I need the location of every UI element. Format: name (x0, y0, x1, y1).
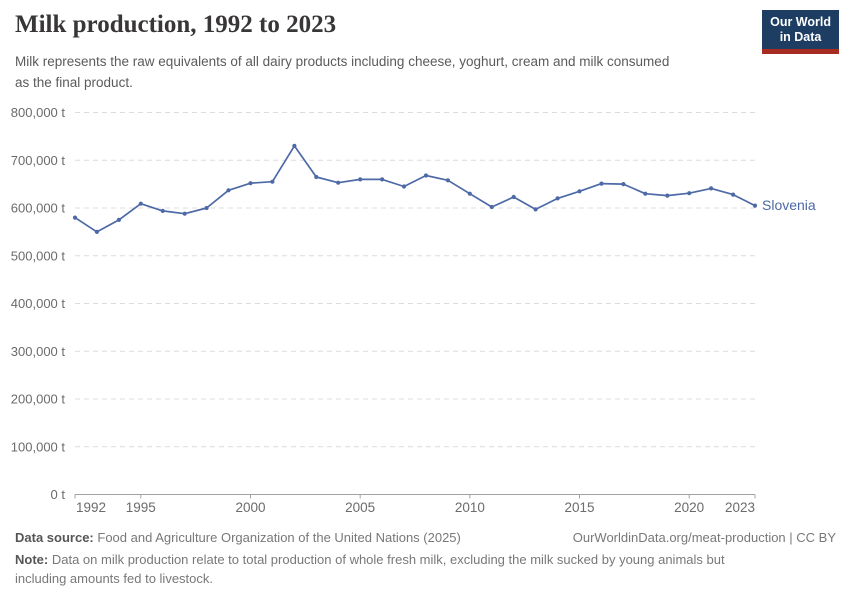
data-source-line: Data source: Food and Agriculture Organi… (15, 529, 461, 548)
x-axis-label: 2005 (345, 500, 375, 515)
data-point (489, 204, 494, 210)
y-axis-label: 200,000 t (11, 392, 66, 407)
data-point (621, 182, 626, 187)
data-point (731, 192, 736, 197)
chart-footer: Data source: Food and Agriculture Organi… (15, 529, 836, 589)
attribution-link[interactable]: OurWorldinData.org/meat-production | CC … (572, 530, 836, 545)
y-axis-label: 500,000 t (11, 248, 66, 263)
chart-subtitle-line2: as the final product. (15, 74, 133, 90)
data-point (116, 217, 121, 222)
data-point (226, 188, 231, 193)
y-axis-label: 700,000 t (11, 153, 66, 168)
data-source-label: Data source: (15, 530, 94, 545)
data-point (599, 181, 604, 186)
chart-note: Note: Data on milk production relate to … (15, 551, 747, 589)
y-axis-label: 800,000 t (11, 105, 66, 120)
milk-production-line-chart: 0 t 100,000 t 200,000 t 300,000 t 400,000 t 5… (11, 105, 816, 515)
data-point (643, 191, 648, 196)
data-point (314, 174, 319, 180)
data-point (160, 208, 165, 213)
y-axis-label: 400,000 t (11, 296, 66, 311)
data-source-text: Food and Agriculture Organization of the… (97, 530, 461, 545)
owid-logo[interactable]: Our World in Data (762, 10, 839, 54)
y-axis-label: 100,000 t (11, 439, 66, 454)
data-point (577, 189, 582, 194)
x-axis-label: 1992 (76, 500, 106, 515)
data-point (511, 194, 516, 200)
series-label: Slovenia (762, 197, 816, 213)
x-axis-label: 2000 (235, 500, 265, 515)
x-axis-label: 2020 (674, 500, 704, 515)
y-axis-label: 600,000 t (11, 201, 66, 216)
data-point (138, 201, 143, 206)
data-point (445, 178, 450, 183)
data-point (204, 205, 209, 211)
data-point (423, 173, 429, 178)
data-point (182, 211, 187, 216)
owid-logo-line2: in Data (779, 30, 822, 44)
x-axis-label: 1995 (126, 500, 156, 515)
data-point (709, 186, 714, 191)
data-point (270, 179, 275, 184)
x-axis-label: 2015 (564, 500, 594, 515)
data-point (401, 184, 407, 189)
data-point (336, 180, 341, 185)
slovenia-series-line (74, 145, 756, 233)
data-point (358, 177, 363, 182)
data-point (380, 177, 385, 182)
page-title: Milk production, 1992 to 2023 (15, 11, 337, 38)
data-point (555, 196, 560, 201)
data-point (72, 215, 78, 220)
data-point (467, 191, 472, 196)
data-point (687, 191, 692, 196)
data-point (94, 229, 99, 234)
data-point (292, 143, 297, 148)
y-axis-label: 0 t (51, 487, 66, 502)
note-label: Note: (15, 551, 49, 567)
data-point (248, 181, 253, 186)
data-point (752, 203, 758, 208)
x-axis-label: 2010 (455, 500, 485, 515)
chart-subtitle-line1: Milk represents the raw equivalents of a… (15, 54, 670, 69)
x-axis-label: 2023 (725, 500, 755, 515)
note-text: Data on milk production relate to total … (15, 551, 725, 586)
data-point (665, 193, 670, 198)
data-point (533, 207, 538, 212)
chart-subtitle: Milk represents the raw equivalents of a… (15, 52, 669, 94)
owid-logo-line1: Our World (770, 15, 831, 29)
y-axis-label: 300,000 t (11, 344, 66, 359)
